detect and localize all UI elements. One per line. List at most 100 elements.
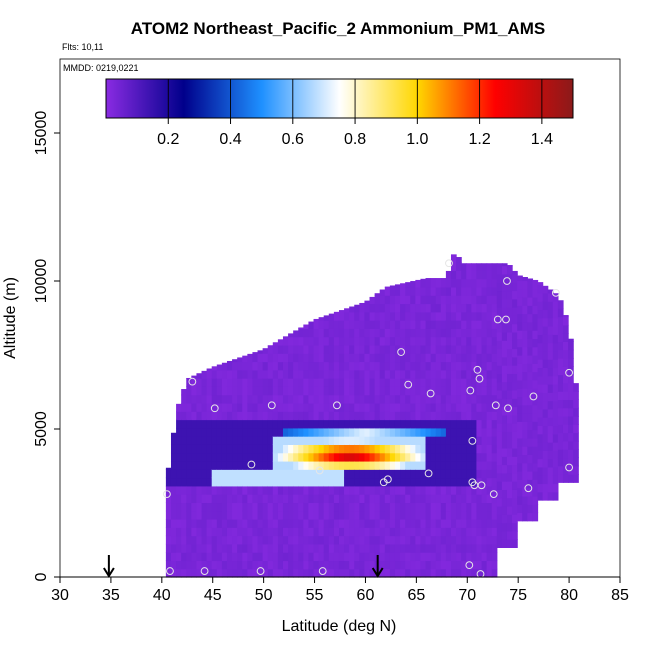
sample-point	[247, 460, 256, 469]
heatmap-cell	[389, 353, 396, 363]
heatmap-cell	[450, 535, 457, 545]
heatmap-cell	[354, 460, 360, 470]
heatmap-cell	[456, 328, 462, 338]
heatmap-cell	[211, 427, 218, 437]
heatmap-cell	[282, 336, 289, 346]
heatmap-cell	[547, 350, 554, 360]
heatmap-cell	[333, 411, 340, 421]
heatmap-cell	[206, 527, 213, 537]
heatmap-cell	[400, 295, 406, 305]
heatmap-cell	[573, 449, 579, 459]
heatmap-cell	[466, 386, 472, 396]
heatmap-cell	[237, 452, 243, 462]
heatmap-cell	[170, 527, 177, 537]
heatmap-cell	[344, 552, 350, 562]
heatmap-cell	[257, 419, 264, 429]
heatmap-cell	[400, 469, 406, 479]
heatmap-cell	[247, 444, 254, 454]
heatmap-cell	[201, 543, 208, 553]
heatmap-cell	[425, 469, 432, 479]
heatmap-cell	[445, 502, 452, 512]
heatmap-cell	[247, 427, 254, 437]
heatmap-cell	[303, 411, 310, 421]
heatmap-cell	[303, 452, 310, 462]
heatmap-cell	[491, 411, 498, 421]
heatmap-cell	[277, 369, 284, 379]
heatmap-cell	[232, 427, 238, 437]
heatmap-cell	[288, 543, 294, 553]
heatmap-cell	[313, 394, 320, 404]
heatmap-cell	[445, 311, 452, 321]
heatmap-cell	[420, 402, 427, 412]
heatmap-cell	[440, 460, 447, 470]
heatmap-cell	[349, 477, 355, 487]
heatmap-cell	[201, 510, 208, 520]
heatmap-cell	[232, 419, 238, 429]
heatmap-cell	[517, 313, 523, 323]
heatmap-cell	[247, 419, 254, 429]
heatmap-cell	[400, 477, 406, 487]
heatmap-cell	[420, 386, 427, 396]
heatmap-cell	[282, 344, 289, 354]
heatmap-cell	[461, 344, 467, 354]
heatmap-cell	[394, 303, 401, 313]
heatmap-cell	[226, 535, 233, 545]
heatmap-cell	[216, 369, 223, 379]
heatmap-cell	[338, 485, 345, 495]
heatmap-cell	[476, 469, 483, 479]
heatmap-cell	[344, 460, 350, 470]
heatmap-cell	[430, 344, 437, 354]
heatmap-cell	[282, 518, 289, 528]
heatmap-cell	[384, 303, 391, 313]
heatmap-cell	[211, 411, 218, 421]
heatmap-cell	[354, 477, 360, 487]
heatmap-cell	[461, 353, 467, 363]
heatmap-cell	[547, 375, 554, 385]
sample-point	[166, 567, 174, 575]
heatmap-cell	[415, 320, 422, 329]
heatmap-cell	[410, 444, 416, 454]
x-tick-label: 70	[458, 587, 476, 604]
heatmap-cell	[547, 433, 554, 443]
heatmap-cell	[338, 552, 345, 562]
heatmap-cell	[410, 469, 416, 479]
heatmap-cell	[176, 427, 182, 437]
heatmap-cell	[445, 411, 452, 421]
heatmap-cell	[512, 373, 518, 383]
heatmap-cell	[445, 477, 452, 487]
heatmap-cell	[512, 356, 518, 366]
heatmap-cell	[512, 398, 518, 408]
heatmap-cell	[471, 411, 478, 421]
heatmap-cell	[573, 432, 579, 442]
heatmap-cell	[308, 369, 315, 379]
heatmap-cell	[328, 560, 335, 570]
heatmap-cell	[344, 427, 350, 437]
heatmap-cell	[542, 466, 549, 476]
heatmap-cell	[389, 336, 396, 346]
heatmap-cell	[344, 411, 350, 421]
heatmap-cell	[527, 371, 534, 381]
heatmap-cell	[450, 328, 457, 338]
heatmap-cell	[415, 411, 422, 421]
heatmap-cell	[211, 369, 218, 379]
heatmap-cell	[557, 399, 564, 409]
heatmap-cell	[501, 447, 508, 457]
heatmap-cell	[491, 394, 498, 404]
heatmap-cell	[186, 510, 192, 520]
heatmap-cell	[476, 568, 483, 578]
heatmap-cell	[211, 494, 218, 504]
heatmap-cell	[461, 427, 467, 437]
heatmap-cell	[394, 386, 401, 396]
x-tick-label: 85	[611, 587, 629, 604]
heatmap-cell	[252, 502, 259, 512]
heatmap-cell	[400, 560, 406, 570]
heatmap-cell	[466, 419, 472, 429]
sample-point	[477, 481, 486, 490]
heatmap-cell	[374, 444, 381, 454]
heatmap-cell	[445, 485, 452, 495]
heatmap-cell	[257, 560, 264, 570]
heatmap-cell	[506, 472, 513, 482]
flights-label: Flts: 10,11	[62, 42, 103, 52]
heatmap-cell	[288, 494, 294, 504]
heatmap-cell	[333, 344, 340, 354]
